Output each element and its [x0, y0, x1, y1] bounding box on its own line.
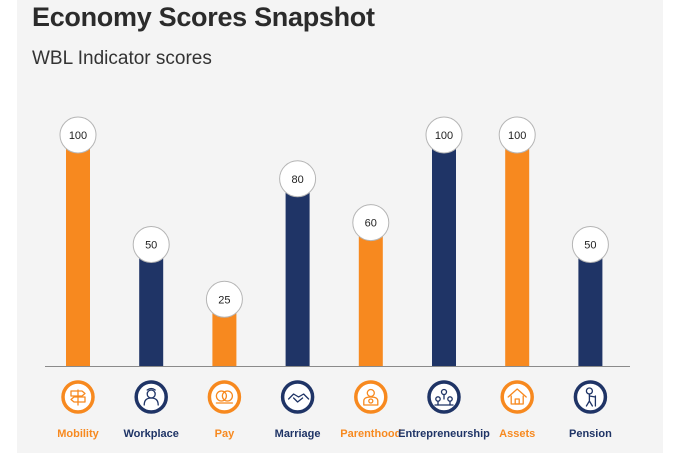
value-label-pay: 25: [218, 294, 230, 306]
bar-marriage: [285, 190, 310, 366]
category-label-pay: Pay: [215, 428, 235, 440]
value-label-entrepreneurship: 100: [435, 130, 453, 142]
value-bubble-parenthood: [352, 204, 390, 242]
house-icon: [500, 380, 534, 414]
coins-icon: [207, 380, 242, 414]
bar-entrepreneurship: [432, 147, 456, 366]
network-icon: [427, 380, 461, 414]
elderly-icon: [573, 380, 608, 414]
category-label-pension: Pension: [569, 428, 612, 440]
person-icon: [134, 380, 168, 414]
value-bubble-entrepreneurship: [425, 116, 463, 154]
value-label-mobility: 100: [69, 130, 87, 142]
page-title: Economy Scores Snapshot: [32, 2, 375, 32]
value-bubble-pay: [205, 280, 243, 318]
category-label-marriage: Marriage: [275, 428, 321, 440]
bar-pension: [578, 256, 603, 366]
value-label-workplace: 50: [145, 240, 157, 252]
category-label-assets: Assets: [499, 428, 535, 440]
value-label-assets: 100: [508, 130, 526, 142]
parent-icon: [354, 380, 388, 414]
value-bubble-assets: [498, 116, 536, 154]
value-bubble-mobility: [59, 116, 97, 154]
category-label-parenthood: Parenthood: [340, 428, 401, 440]
category-label-mobility: Mobility: [57, 428, 99, 440]
category-label-workplace: Workplace: [123, 428, 178, 440]
bar-assets: [505, 147, 530, 366]
category-label-entrepreneurship: Entrepreneurship: [398, 428, 490, 440]
value-bubble-workplace: [132, 226, 170, 263]
handshake-icon: [280, 380, 315, 414]
value-bubble-marriage: [279, 160, 317, 198]
chart-subtitle: WBL Indicator scores: [32, 48, 212, 69]
bar-mobility: [66, 147, 90, 366]
value-bubble-pension: [571, 226, 609, 263]
bar-pay: [212, 311, 237, 367]
bar-workplace: [139, 256, 164, 366]
chart-panel: [17, 0, 663, 453]
signpost-icon: [61, 380, 95, 414]
value-label-parenthood: 60: [365, 218, 377, 230]
bar-parenthood: [358, 234, 383, 366]
value-label-marriage: 80: [291, 174, 303, 186]
value-label-pension: 50: [584, 240, 596, 252]
